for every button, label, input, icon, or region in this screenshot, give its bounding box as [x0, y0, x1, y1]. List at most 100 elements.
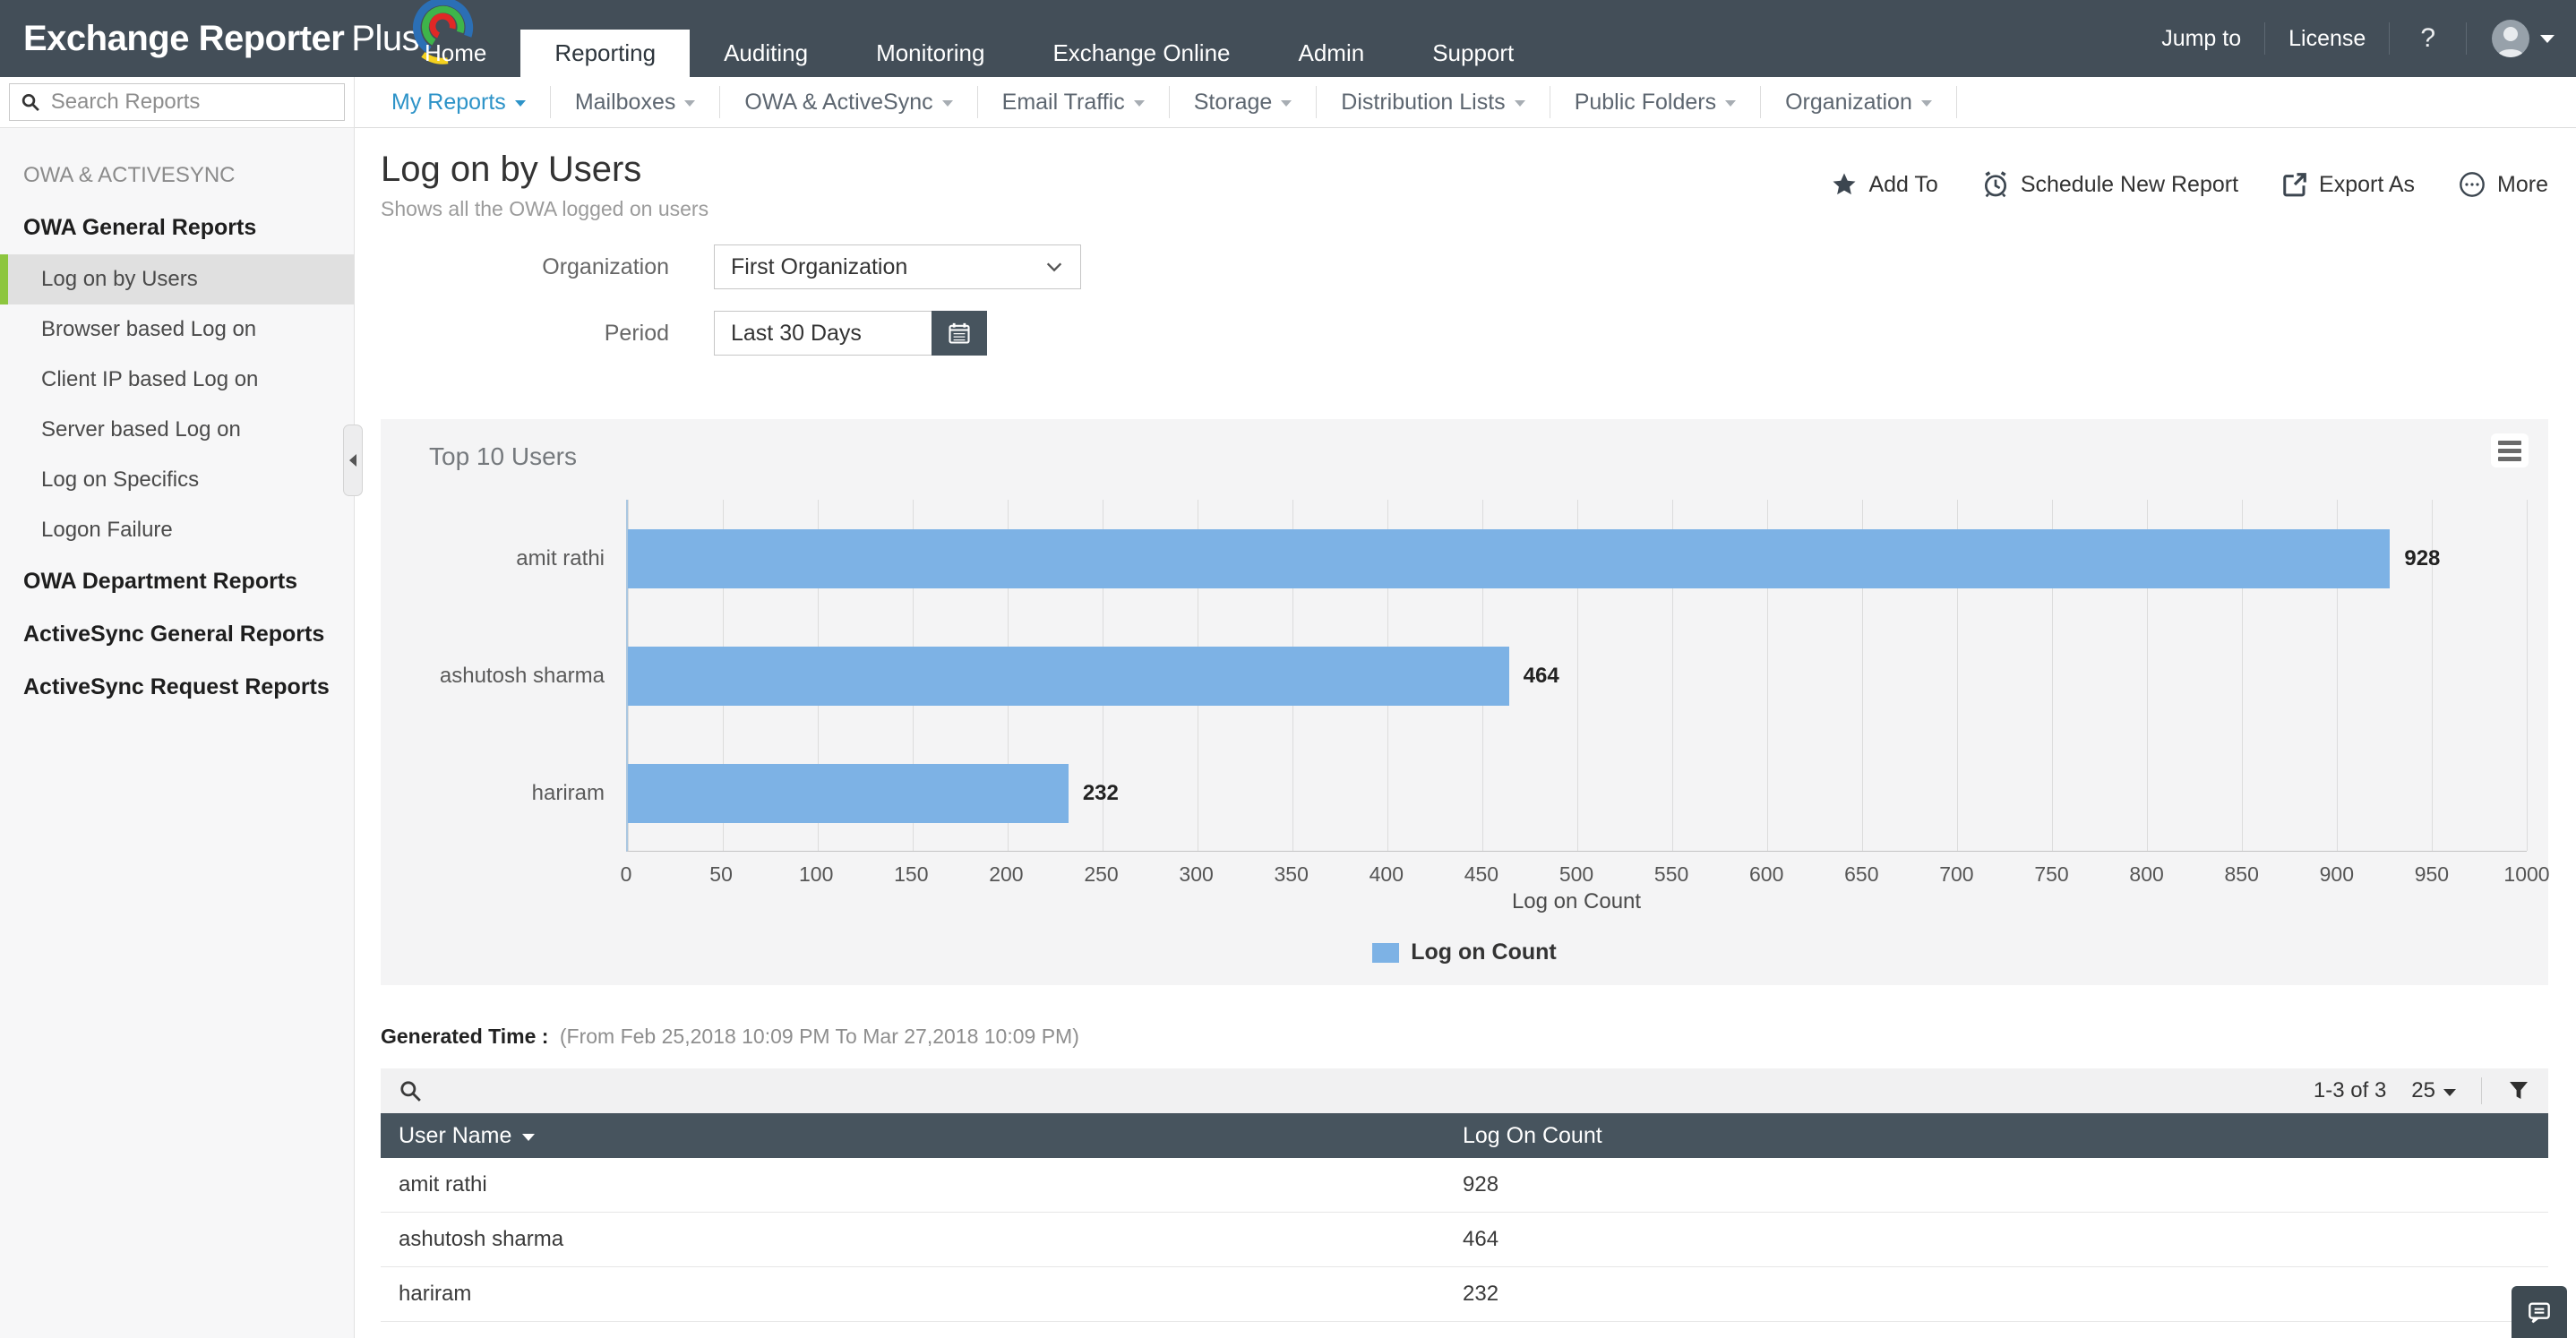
menubar-item[interactable]: My Reports	[367, 86, 551, 118]
more-label: More	[2497, 171, 2548, 197]
column-header-log-on-count[interactable]: Log On Count	[1463, 1122, 1602, 1148]
x-tick-label: 150	[894, 862, 929, 886]
sort-desc-icon	[522, 1134, 536, 1141]
x-tick-label: 1000	[2503, 862, 2550, 886]
gridline	[1767, 500, 1768, 851]
bar[interactable]	[628, 646, 1509, 706]
schedule-new-report-button[interactable]: Schedule New Report	[1981, 170, 2238, 199]
user-menu[interactable]	[2467, 20, 2555, 57]
table-row[interactable]: hariram 232	[381, 1267, 2548, 1322]
period-input[interactable]	[714, 311, 932, 356]
sidebar-entry[interactable]: Log on Specifics	[41, 467, 200, 492]
app-body: OWA & ACTIVESYNC OWA General Reports Log…	[0, 77, 2576, 1338]
period-label: Period	[604, 320, 669, 346]
cell-log-on-count: 232	[1463, 1282, 1499, 1306]
star-icon	[1833, 173, 1856, 195]
menubar-item[interactable]: Organization	[1761, 86, 1957, 118]
menubar-item[interactable]: OWA & ActiveSync	[720, 86, 978, 118]
table-row[interactable]: amit rathi 928	[381, 1158, 2548, 1213]
menubar-item-label: Public Folders	[1574, 89, 1717, 115]
sidebar-entry[interactable]: ActiveSync Request Reports	[23, 674, 330, 699]
menubar-item[interactable]: Storage	[1170, 86, 1318, 118]
bar[interactable]	[628, 763, 1069, 823]
x-axis-title: Log on Count	[1511, 889, 1642, 913]
table-search-icon[interactable]	[399, 1079, 422, 1102]
table-row[interactable]: ashutosh sharma 464	[381, 1213, 2548, 1267]
divider	[2264, 22, 2266, 55]
chevron-left-icon	[349, 454, 356, 467]
bar[interactable]	[628, 528, 2391, 588]
chart-menu-button[interactable]	[2491, 433, 2529, 467]
nav-tab[interactable]: Monitoring	[876, 39, 985, 66]
nav-tab[interactable]: Auditing	[724, 39, 809, 66]
organization-select[interactable]: First Organization	[714, 244, 1081, 289]
bar-value-label: 928	[2404, 545, 2441, 570]
sidebar-entry[interactable]: Browser based Log on	[41, 317, 257, 341]
sidebar-entry[interactable]: Client IP based Log on	[41, 367, 259, 391]
export-as-button[interactable]: Export As	[2281, 171, 2415, 198]
more-button[interactable]: More	[2458, 170, 2548, 199]
report-actions: Add To Schedule New Report Export As Mor…	[1831, 164, 2548, 205]
license-link[interactable]: License	[2288, 25, 2366, 51]
nav-tab[interactable]: Admin	[1298, 39, 1365, 66]
divider	[2481, 1077, 2482, 1104]
column-header-user-name[interactable]: User Name	[381, 1123, 1463, 1149]
chevron-down-icon	[1920, 100, 1932, 107]
chevron-down-icon	[1046, 262, 1062, 272]
nav-tab[interactable]: Home	[425, 39, 487, 66]
plot-wrap: amit rathi 928 ashutosh sharma 464	[440, 500, 2550, 914]
menubar-item-label: Distribution Lists	[1341, 89, 1506, 115]
nav-tab[interactable]: Reporting	[520, 30, 691, 77]
sidebar-entry[interactable]: OWA & ACTIVESYNC	[23, 163, 236, 187]
sidebar-entry[interactable]: Server based Log on	[41, 417, 241, 442]
schedule-label: Schedule New Report	[2020, 171, 2239, 197]
table-header: User Name Log On Count	[381, 1113, 2548, 1158]
chevron-down-icon	[1133, 100, 1145, 107]
menubar-item[interactable]: Distribution Lists	[1317, 86, 1550, 118]
cell-user-name: amit rathi	[399, 1172, 487, 1196]
topbar-right: Jump to License ?	[2138, 0, 2576, 77]
sidebar-collapse-handle[interactable]	[343, 425, 363, 496]
help-icon[interactable]: ?	[2420, 23, 2435, 53]
generated-time-range: (From Feb 25,2018 10:09 PM To Mar 27,201…	[559, 1025, 1079, 1048]
x-tick-label: 750	[2034, 862, 2069, 886]
gridline	[2242, 500, 2243, 851]
x-tick-label: 200	[989, 862, 1024, 886]
top-bar: Exchange Reporter Plus Home Reporting Aud…	[0, 0, 2576, 77]
organization-value: First Organization	[731, 253, 908, 279]
menubar-item[interactable]: Public Folders	[1550, 86, 1762, 118]
chart-row: ashutosh sharma 464	[440, 617, 2527, 734]
add-to-button[interactable]: Add To	[1831, 171, 1938, 198]
search-input[interactable]	[50, 90, 333, 115]
x-axis-ticks: 0 50 100 150 200 250 300	[621, 852, 2550, 889]
sidebar-entry[interactable]: OWA General Reports	[23, 215, 257, 240]
x-tick-label: 500	[1558, 862, 1594, 886]
menubar-item[interactable]: Mailboxes	[551, 86, 721, 118]
cell-log-on-count: 928	[1463, 1172, 1499, 1196]
chat-bubble-icon	[2529, 1302, 2550, 1324]
sidebar-entry[interactable]: OWA Department Reports	[23, 569, 298, 594]
nav-tab[interactable]: Support	[1432, 39, 1515, 66]
period-picker	[714, 311, 987, 356]
page-size-value: 25	[2411, 1078, 2435, 1102]
row-range-text: 1-3 of 3	[2313, 1078, 2387, 1102]
period-filter-row: Period	[381, 311, 2548, 356]
sidebar-entry[interactable]: Log on by Users	[0, 254, 354, 304]
logo-name: Exchange Reporter	[23, 18, 345, 58]
jump-to-link[interactable]: Jump to	[2161, 25, 2242, 51]
report-search-box[interactable]	[9, 83, 345, 121]
report-content: Log on by Users Shows all the OWA logged…	[355, 128, 2576, 1322]
calendar-button[interactable]	[932, 311, 987, 356]
filter-funnel-icon[interactable]	[2507, 1079, 2530, 1102]
sidebar-entry[interactable]: ActiveSync General Reports	[23, 622, 325, 647]
x-tick-label: 800	[2129, 862, 2164, 886]
nav-tab[interactable]: Exchange Online	[1052, 39, 1231, 66]
feedback-chat-button[interactable]	[2512, 1286, 2567, 1338]
page-size-select[interactable]: 25	[2411, 1078, 2456, 1103]
legend-label: Log on Count	[1411, 939, 1557, 965]
cell-user-name: hariram	[399, 1282, 472, 1306]
menubar-item[interactable]: Email Traffic	[978, 86, 1170, 118]
generated-time-label: Generated Time :	[381, 1025, 549, 1048]
sidebar-entry[interactable]: Logon Failure	[41, 518, 173, 542]
sidebar: OWA & ACTIVESYNC OWA General Reports Log…	[0, 77, 363, 1338]
